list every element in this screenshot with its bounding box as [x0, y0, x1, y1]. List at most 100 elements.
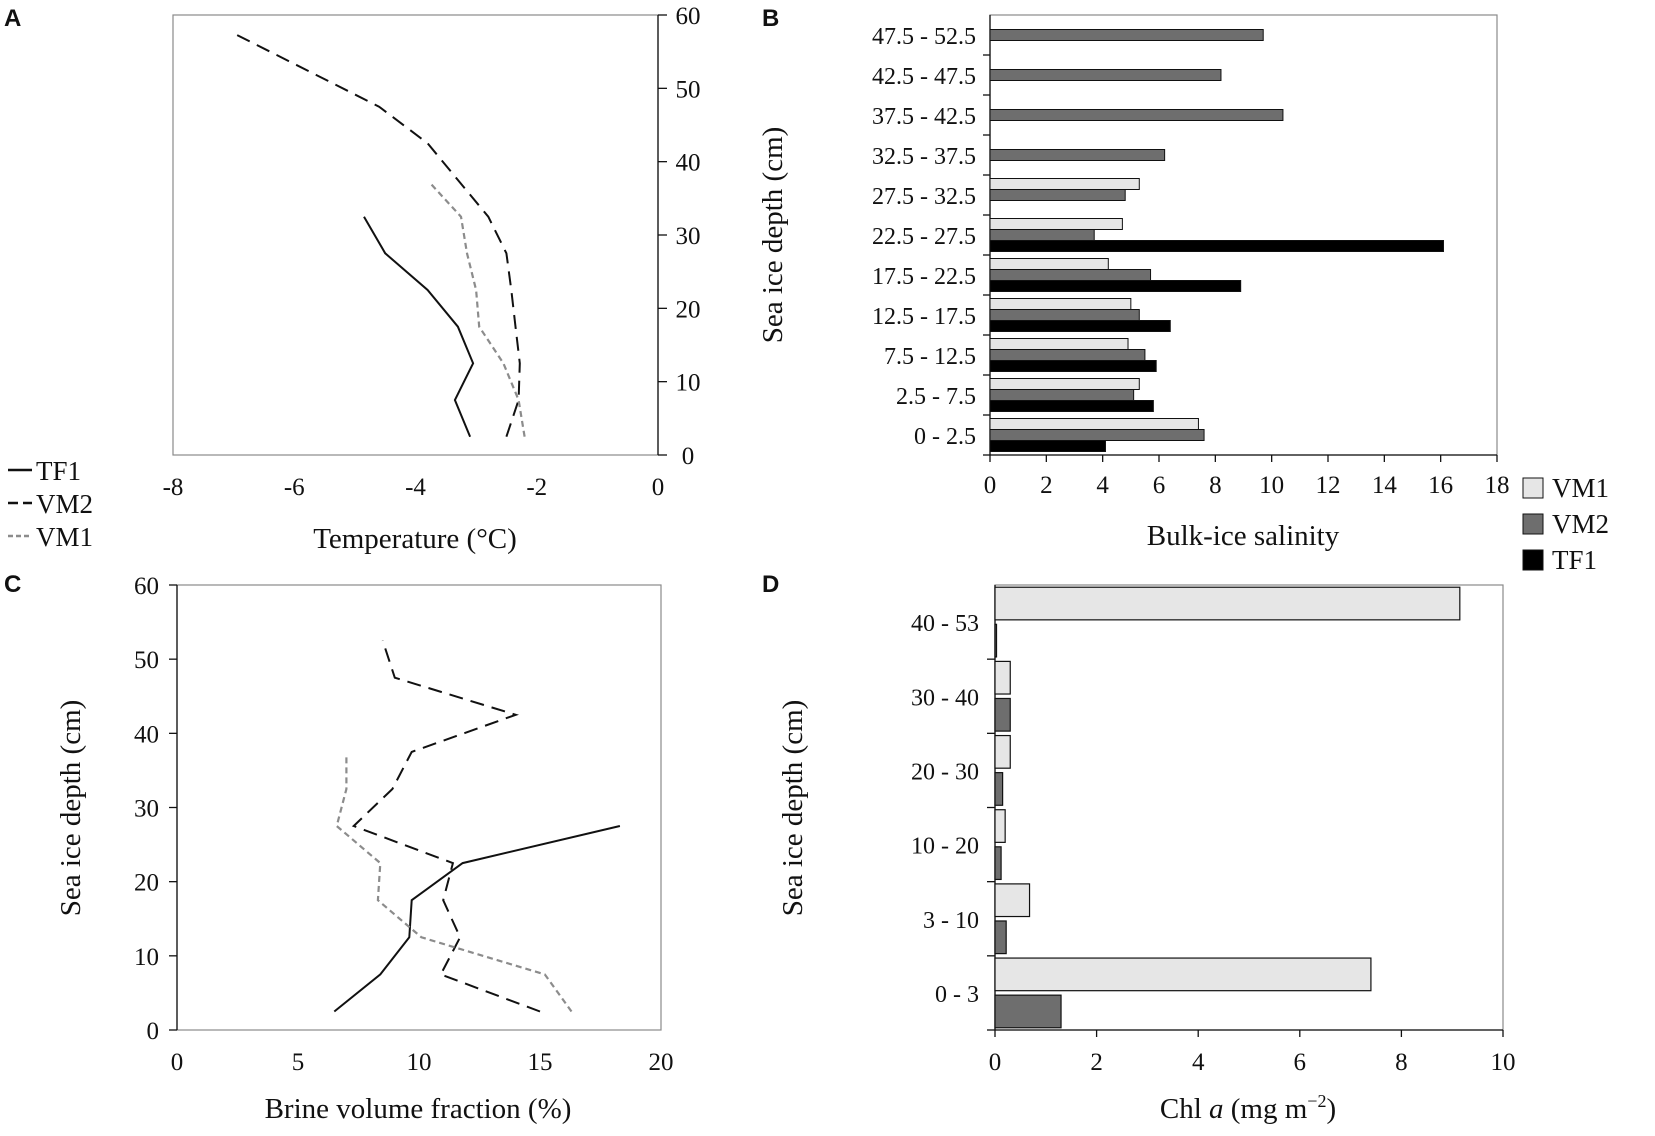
panel-c-x-tick-label: 5: [292, 1049, 305, 1076]
panel-a-y-tick-label: 10: [676, 370, 701, 397]
panel-b-letter: B: [762, 5, 779, 32]
panel-d-bar-vm1: [994, 660, 1011, 695]
panel-a-temperature-chart: A 0 10 20 30 40 50 60 -8 -6 -4 -2 0 Temperature (°…: [4, 3, 701, 555]
panel-d-category-label: 40 - 53: [911, 611, 979, 637]
panel-b-bar-vm1: [989, 178, 1140, 190]
panel-b-x-tick-label: 8: [1209, 472, 1222, 499]
panel-a-x-tick-label: -4: [405, 474, 426, 501]
panel-b-x-tick-label: 18: [1485, 472, 1510, 499]
panel-b-bar-vm1: [989, 218, 1123, 230]
panel-b-bar-vm2: [989, 189, 1126, 201]
panel-c-plot-frame: [176, 584, 662, 1031]
panel-b-bar-vm2: [989, 269, 1152, 281]
panel-b-x-tick-label: 12: [1316, 472, 1341, 499]
panel-d-category-label: 3 - 10: [923, 908, 979, 934]
panel-b-category-label: 12.5 - 17.5: [872, 304, 976, 330]
panel-c-y-tick-label: 10: [134, 944, 159, 971]
panel-c-y-tick-label: 60: [134, 573, 159, 600]
panel-d-x-tick-label: 8: [1395, 1049, 1408, 1076]
panel-b-x-tick-label: 0: [984, 472, 997, 499]
panel-b-category-label: 0 - 2.5: [914, 424, 976, 450]
panel-b-bar-vm1: [989, 338, 1129, 350]
panel-c-y-axis-title: Sea ice depth (cm): [55, 700, 87, 917]
panel-d-letter: D: [762, 571, 779, 598]
panel-b-bar-vm2: [989, 429, 1205, 441]
panel-c-y-tick-label: 50: [134, 647, 159, 674]
panel-d-bar-vm1: [994, 957, 1372, 992]
panel-d-bar-vm1: [994, 883, 1031, 918]
panel-a-x-axis-title: Temperature (°C): [313, 523, 517, 555]
panel-b-bar-tf1: [989, 320, 1171, 332]
panel-b-category-label: 32.5 - 37.5: [872, 144, 976, 170]
panel-a-y-tick-label: 30: [676, 223, 701, 250]
panel-b-bar-vm2: [989, 229, 1095, 241]
panel-d-y-axis-title: Sea ice depth (cm): [777, 700, 809, 917]
panel-a-legend-vm1-label: VM1: [36, 522, 93, 552]
panel-b-bar-vm1: [989, 298, 1132, 310]
panel-a-letter: A: [4, 5, 21, 32]
panel-c-x-tick-label: 20: [649, 1049, 674, 1076]
panel-a-plot-frame: [172, 14, 659, 456]
panel-d-bar-vm2: [994, 772, 1004, 806]
panel-d-bar-vm1: [994, 586, 1461, 621]
panel-b-bar-vm1: [989, 418, 1199, 430]
panel-b-category-label: 42.5 - 47.5: [872, 64, 976, 90]
panel-b-category-label: 7.5 - 12.5: [884, 344, 976, 370]
panel-b-category-label: 27.5 - 32.5: [872, 184, 976, 210]
panel-d-x-tick-label: 0: [989, 1049, 1002, 1076]
panel-a-series-tf1-line: [363, 216, 475, 438]
panel-d-x-axis-title: Chl a (mg m−2): [1160, 1091, 1336, 1125]
panel-b-bar-tf1: [989, 400, 1154, 412]
panel-a-x-tick-label: -8: [163, 474, 184, 501]
panel-c-y-tick-label: 40: [134, 721, 159, 748]
panel-c-x-tick-label: 0: [171, 1049, 184, 1076]
panel-b-legend: VM1 VM2 TF1: [1522, 473, 1609, 575]
panel-b-bar-vm2: [989, 309, 1140, 321]
panel-b-x-tick-label: 6: [1153, 472, 1166, 499]
panel-b-category-label: 17.5 - 22.5: [872, 264, 976, 290]
panel-b-x-tick-label: 2: [1040, 472, 1053, 499]
panel-c-y-tick-label: 0: [147, 1018, 160, 1045]
panel-a-y-tick-label: 50: [676, 76, 701, 103]
panel-d-chl-chart: D 0 - 3 3 - 10 10 - 20 20 - 30 30 - 40 40 - 5…: [762, 571, 1516, 1125]
panel-b-bar-tf1: [989, 360, 1157, 372]
panel-b-y-axis-title: Sea ice depth (cm): [757, 127, 789, 344]
panel-d-category-label: 20 - 30: [911, 759, 979, 785]
panel-b-category-label: 2.5 - 7.5: [896, 384, 976, 410]
panel-b-bar-vm1: [989, 258, 1109, 270]
panel-b-legend-vm1-swatch: [1522, 477, 1544, 499]
panel-c-y-tick-label: 30: [134, 796, 159, 823]
panel-b-bar-tf1: [989, 240, 1444, 252]
panel-b-legend-vm1-label: VM1: [1552, 473, 1609, 503]
panel-b-x-axis-title: Bulk-ice salinity: [1147, 520, 1340, 552]
panel-d-bar-vm1: [994, 809, 1006, 843]
panel-d-bar-vm2: [994, 697, 1011, 732]
panel-b-salinity-chart: B 0 - 2.5 2.5 - 7.5 7.5 - 12.5 12.5 - 17.5 1…: [757, 5, 1609, 575]
panel-b-bar-vm2: [989, 29, 1264, 41]
panel-b-x-tick-label: 14: [1372, 472, 1398, 499]
panel-b-bar-vm2: [989, 69, 1222, 81]
panel-d-x-tick-label: 10: [1491, 1049, 1516, 1076]
panel-d-x-tick-label: 4: [1192, 1049, 1205, 1076]
panel-b-bar-vm2: [989, 149, 1166, 161]
panel-a-x-tick-label: 0: [652, 474, 665, 501]
panel-c-x-tick-label: 10: [407, 1049, 432, 1076]
panel-a-legend-tf1-label: TF1: [36, 456, 81, 486]
panel-b-legend-tf1-label: TF1: [1552, 545, 1597, 575]
panel-b-category-label: 22.5 - 27.5: [872, 224, 976, 250]
panel-b-x-tick-label: 10: [1259, 472, 1284, 499]
panel-c-letter: C: [4, 571, 21, 598]
panel-d-bar-vm1: [994, 734, 1011, 769]
panel-d-bar-vm2: [994, 920, 1007, 955]
panel-d-category-label: 10 - 20: [911, 834, 979, 860]
panel-d-x-tick-label: 2: [1090, 1049, 1103, 1076]
panel-d-bar-vm2: [994, 623, 998, 658]
panel-c-x-axis-title: Brine volume fraction (%): [265, 1093, 572, 1125]
panel-b-category-label: 47.5 - 52.5: [872, 24, 976, 50]
panel-b-legend-vm2-label: VM2: [1552, 509, 1609, 539]
panel-c-series-vm2-line: [351, 640, 541, 1013]
panel-c-series-vm1-line: [335, 755, 573, 1013]
panel-b-bar-vm2: [989, 109, 1284, 121]
